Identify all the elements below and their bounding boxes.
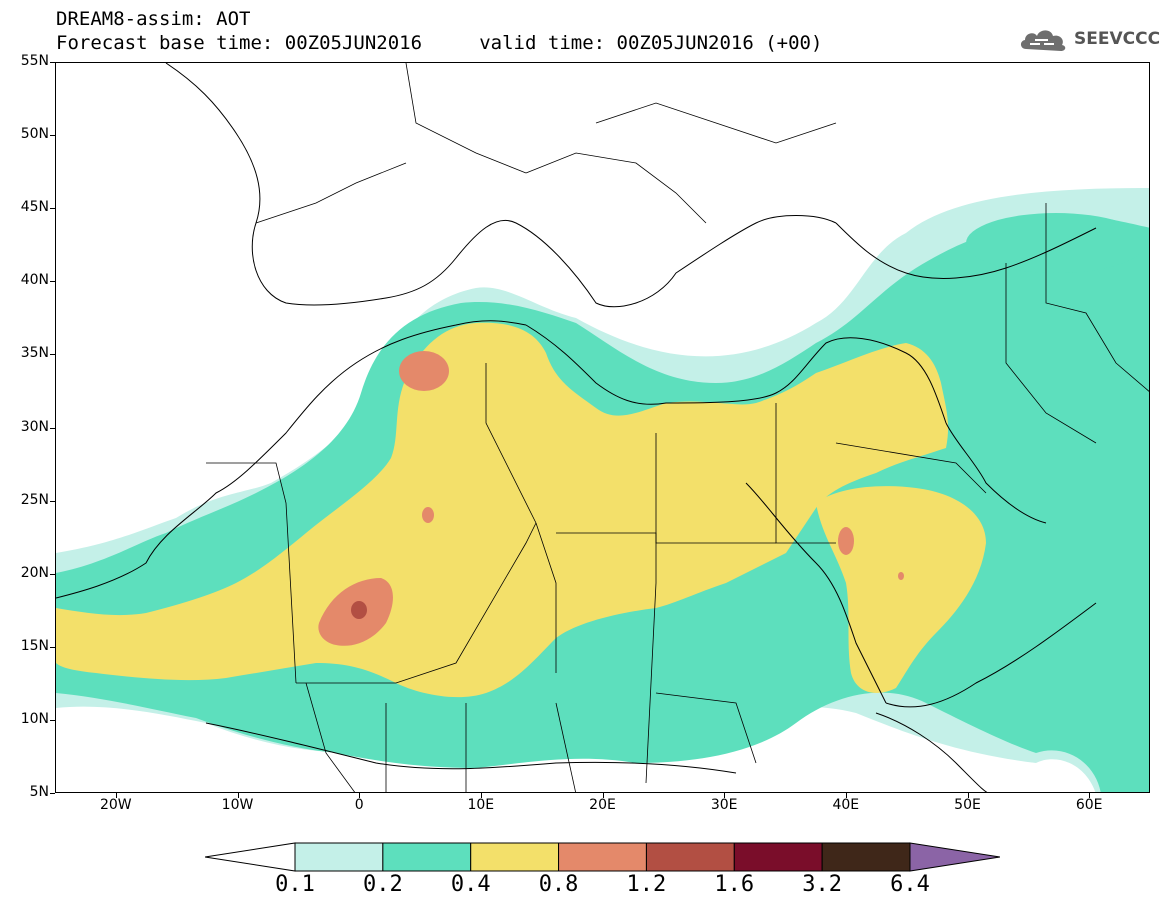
colorbar-tick-label: 1.2 xyxy=(626,872,667,897)
lon-tick-mark xyxy=(359,793,361,798)
lat-tick-mark xyxy=(50,793,55,794)
lat-tick-mark xyxy=(50,573,55,575)
colorbar-swatch xyxy=(470,842,560,872)
colorbar-swatch xyxy=(645,842,735,872)
lat-tick-label: 10N xyxy=(20,710,49,727)
colorbar-swatch xyxy=(558,842,647,872)
lat-tick-label: 35N xyxy=(20,345,49,362)
lat-tick-label: 5N xyxy=(29,784,49,800)
colorbar-tick-label: 3.2 xyxy=(802,872,843,897)
lon-tick-label: 40E xyxy=(832,797,860,813)
lon-tick-mark xyxy=(724,793,726,798)
lon-tick-mark xyxy=(1089,793,1091,798)
lon-tick-label: 60E xyxy=(1075,797,1103,813)
lat-tick-label: 55N xyxy=(20,53,49,69)
lat-tick-label: 40N xyxy=(20,272,49,289)
colorbar-swatch xyxy=(821,842,911,872)
lat-tick-label: 25N xyxy=(20,491,49,508)
cloud-icon xyxy=(1020,30,1066,51)
lat-tick-label: 20N xyxy=(20,564,49,581)
colorbar-tick-label: 0.2 xyxy=(362,872,403,897)
lat-tick-mark xyxy=(50,427,55,429)
lat-tick-mark xyxy=(50,135,55,137)
lon-tick-label: 10W xyxy=(221,797,254,813)
lat-tick-mark xyxy=(50,719,55,721)
lon-tick-mark xyxy=(237,793,239,798)
map-panel xyxy=(55,62,1150,793)
forecast-time-line: Forecast base time: 00Z05JUN2016 valid t… xyxy=(56,32,823,54)
lat-tick-mark xyxy=(50,62,55,63)
lat-tick-mark xyxy=(50,500,55,502)
colorbar-tick-label: 0.1 xyxy=(275,872,315,897)
lat-tick-mark xyxy=(50,354,55,356)
lon-tick-label: 20W xyxy=(99,797,132,813)
lat-tick-label: 15N xyxy=(20,637,49,654)
lon-tick-label: 20E xyxy=(589,797,616,813)
lat-tick-label: 30N xyxy=(20,418,49,435)
lon-tick-mark xyxy=(967,793,969,798)
seevccc-logo: SEEVCCC xyxy=(1018,24,1160,54)
colorbar-tick-label: 0.4 xyxy=(450,872,491,897)
colorbar-under-triangle xyxy=(205,842,296,872)
map-title: DREAM8-assim: AOT xyxy=(56,8,251,30)
lat-tick-mark xyxy=(50,646,55,648)
colorbar-swatch xyxy=(382,842,472,872)
lon-tick-mark xyxy=(480,793,482,798)
lon-tick-label: 10E xyxy=(467,797,495,813)
colorbar-swatch xyxy=(294,842,384,872)
colorbar-tick-label: 0.8 xyxy=(538,872,579,897)
country-borders xyxy=(206,63,1149,792)
lat-tick-mark xyxy=(50,208,55,210)
aot-band-0-4 xyxy=(56,322,986,698)
lon-tick-mark xyxy=(115,793,117,798)
colorbar-over-triangle xyxy=(909,842,1000,872)
colorbar-tick-label: 6.4 xyxy=(890,872,930,897)
aot-map xyxy=(56,63,1149,792)
lon-tick-label: 50E xyxy=(954,797,981,813)
lon-tick-mark xyxy=(602,793,604,798)
lon-tick-label: 30E xyxy=(710,797,738,813)
lat-tick-label: 45N xyxy=(20,199,49,216)
colorbar-swatch xyxy=(733,842,823,872)
lon-tick-mark xyxy=(845,793,847,798)
colorbar-tick-label: 1.6 xyxy=(714,872,755,897)
lat-tick-label: 50N xyxy=(20,126,49,143)
colorbar xyxy=(205,842,1000,872)
aot-band-1-2 xyxy=(351,601,367,619)
logo-text: SEEVCCC xyxy=(1074,29,1161,49)
lat-tick-mark xyxy=(50,281,55,283)
lon-tick-label: 0 xyxy=(354,797,364,813)
